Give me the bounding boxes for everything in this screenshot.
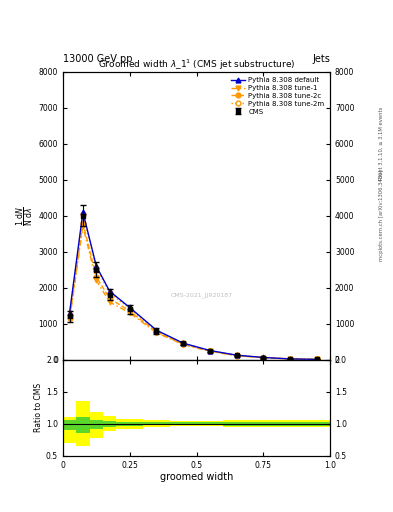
Pythia 8.308 default	[181, 340, 185, 346]
Pythia 8.308 tune-1	[261, 355, 266, 361]
Text: Jets: Jets	[312, 54, 330, 64]
Pythia 8.308 tune-1	[208, 348, 212, 354]
Line: Pythia 8.308 tune-2m: Pythia 8.308 tune-2m	[67, 211, 319, 362]
Pythia 8.308 tune-2c	[314, 356, 319, 362]
Legend: Pythia 8.308 default, Pythia 8.308 tune-1, Pythia 8.308 tune-2c, Pythia 8.308 tu: Pythia 8.308 default, Pythia 8.308 tune-…	[229, 75, 327, 117]
Pythia 8.308 tune-2c	[234, 352, 239, 358]
Pythia 8.308 tune-2c	[81, 220, 85, 226]
Pythia 8.308 tune-2c	[127, 308, 132, 314]
Pythia 8.308 tune-1	[314, 356, 319, 362]
Pythia 8.308 tune-1	[107, 299, 112, 305]
Pythia 8.308 tune-1	[234, 353, 239, 359]
Text: CMS-2021_JJ920187: CMS-2021_JJ920187	[171, 292, 233, 298]
Pythia 8.308 tune-2m	[107, 290, 112, 296]
Pythia 8.308 tune-2m	[208, 348, 212, 354]
Pythia 8.308 tune-2m	[81, 211, 85, 217]
Text: 13000 GeV pp: 13000 GeV pp	[63, 54, 132, 64]
Pythia 8.308 tune-1	[67, 317, 72, 323]
Pythia 8.308 default	[234, 352, 239, 358]
Pythia 8.308 default	[154, 327, 159, 333]
Title: Groomed width $\lambda\_1^1$ (CMS jet substructure): Groomed width $\lambda\_1^1$ (CMS jet su…	[98, 57, 295, 72]
X-axis label: groomed width: groomed width	[160, 472, 233, 482]
Pythia 8.308 tune-1	[181, 342, 185, 348]
Pythia 8.308 tune-2m	[94, 265, 99, 271]
Text: mcplots.cern.ch [arXiv:1306.3436]: mcplots.cern.ch [arXiv:1306.3436]	[379, 169, 384, 261]
Pythia 8.308 tune-2m	[67, 312, 72, 318]
Pythia 8.308 tune-2m	[127, 306, 132, 312]
Line: Pythia 8.308 tune-1: Pythia 8.308 tune-1	[67, 224, 319, 362]
Pythia 8.308 tune-2c	[181, 341, 185, 347]
Pythia 8.308 default	[208, 348, 212, 354]
Pythia 8.308 tune-2c	[288, 356, 292, 362]
Text: Rivet 3.1.10, ≥ 3.1M events: Rivet 3.1.10, ≥ 3.1M events	[379, 106, 384, 180]
Pythia 8.308 default	[288, 356, 292, 362]
Pythia 8.308 tune-1	[94, 278, 99, 284]
Pythia 8.308 tune-2m	[234, 352, 239, 358]
Pythia 8.308 tune-2c	[67, 315, 72, 322]
Y-axis label: $\frac{1}{\mathrm{N}}\frac{\mathrm{d}N}{\mathrm{d}\lambda}$: $\frac{1}{\mathrm{N}}\frac{\mathrm{d}N}{…	[14, 206, 36, 226]
Pythia 8.308 tune-2c	[154, 329, 159, 335]
Pythia 8.308 tune-2m	[181, 340, 185, 347]
Pythia 8.308 default	[314, 356, 319, 362]
Line: Pythia 8.308 default: Pythia 8.308 default	[67, 209, 319, 362]
Pythia 8.308 default	[127, 305, 132, 311]
Pythia 8.308 default	[94, 263, 99, 269]
Pythia 8.308 tune-2c	[94, 274, 99, 280]
Pythia 8.308 tune-2c	[261, 354, 266, 360]
Pythia 8.308 default	[107, 288, 112, 294]
Pythia 8.308 default	[67, 310, 72, 316]
Pythia 8.308 tune-2c	[208, 348, 212, 354]
Y-axis label: Ratio to CMS: Ratio to CMS	[34, 383, 43, 432]
Pythia 8.308 tune-1	[154, 330, 159, 336]
Pythia 8.308 tune-1	[288, 356, 292, 362]
Pythia 8.308 tune-1	[81, 223, 85, 229]
Pythia 8.308 default	[261, 354, 266, 360]
Pythia 8.308 tune-2m	[288, 356, 292, 362]
Pythia 8.308 tune-2c	[107, 295, 112, 302]
Pythia 8.308 tune-1	[127, 310, 132, 316]
Pythia 8.308 default	[81, 209, 85, 215]
Line: Pythia 8.308 tune-2c: Pythia 8.308 tune-2c	[67, 221, 319, 362]
Pythia 8.308 tune-2m	[261, 354, 266, 360]
Pythia 8.308 tune-2m	[314, 356, 319, 362]
Pythia 8.308 tune-2m	[154, 328, 159, 334]
